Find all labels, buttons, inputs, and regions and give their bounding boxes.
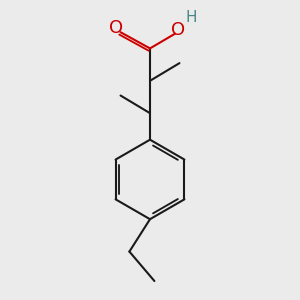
Text: O: O	[172, 21, 186, 39]
Text: H: H	[185, 10, 197, 25]
Text: O: O	[109, 19, 123, 37]
